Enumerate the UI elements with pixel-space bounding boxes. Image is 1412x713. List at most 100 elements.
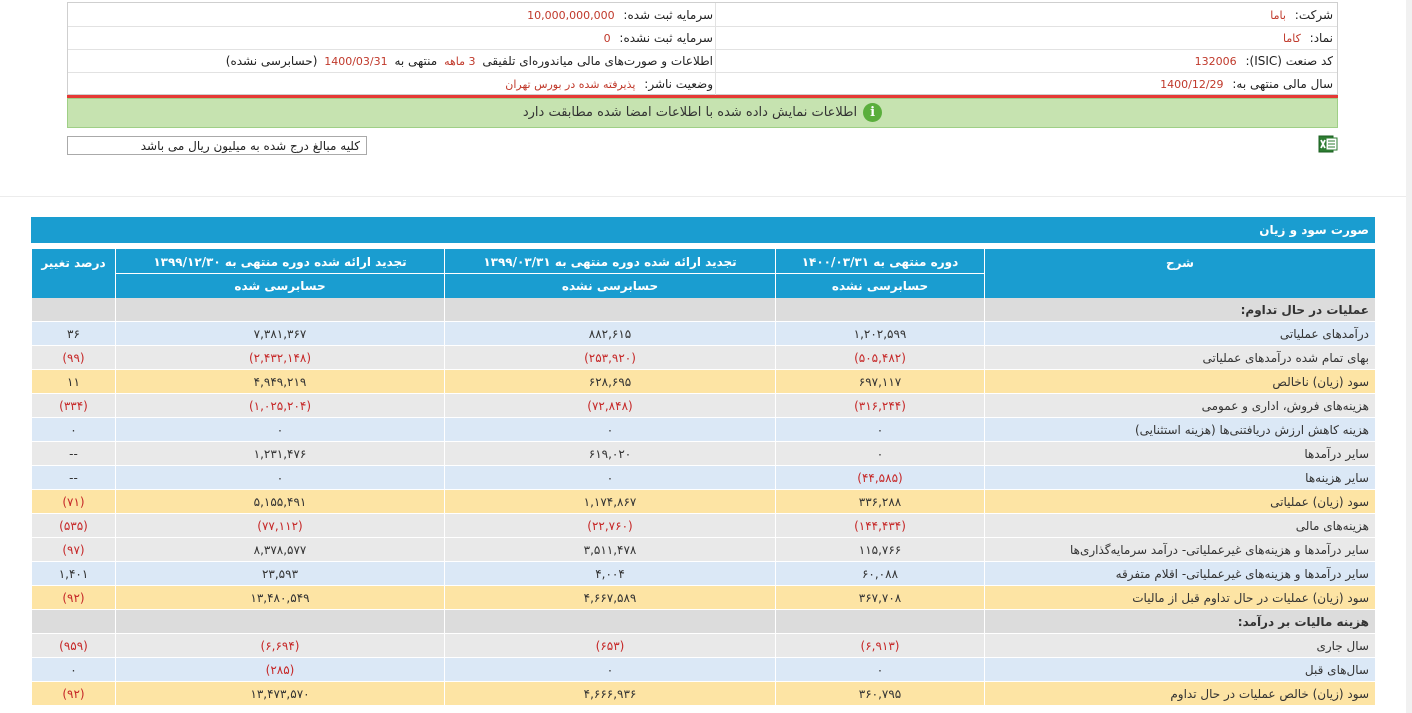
cell-prior-period: ۴,۶۶۷,۵۸۹ [444, 586, 775, 610]
isic-label: کد صنعت (ISIC): [1245, 54, 1333, 68]
page-scrollbar[interactable] [1406, 0, 1412, 713]
cell-change-percent: ۱۱ [31, 370, 115, 394]
cell-current-period: ۶۹۷,۱۱۷ [775, 370, 984, 394]
cell-prior-period: (۷۲,۸۴۸) [444, 394, 775, 418]
symbol-label: نماد: [1309, 31, 1333, 45]
cell-change-percent: (۹۲) [31, 682, 115, 706]
notice-text: اطلاعات نمایش داده شده با اطلاعات امضا ش… [522, 105, 858, 120]
header-change-percent: درصد تغییر [31, 249, 115, 298]
info-cell-company: شرکت: باما [715, 3, 1337, 26]
table-row: سایر هزینه‌ها (۴۴,۵۸۵) ۰ ۰ -- [31, 466, 1375, 490]
cell-current-period [775, 298, 984, 322]
row-description: سال جاری [984, 634, 1375, 658]
cell-change-percent: ۳۶ [31, 322, 115, 346]
cell-fiscal-year: (۱,۰۲۵,۲۰۴) [115, 394, 444, 418]
header-period-prior-audit: حسابرسی نشده [444, 274, 775, 298]
cell-prior-period: (۶۵۳) [444, 634, 775, 658]
cell-fiscal-year: (۲۸۵) [115, 658, 444, 682]
table-header: شرح دوره منتهی به ۱۴۰۰/۰۳/۳۱ حسابرسی نشد… [31, 249, 1375, 298]
row-description: سود (زیان) عملیاتی [984, 490, 1375, 514]
header-period-year: تجدید ارائه شده دوره منتهی به ۱۳۹۹/۱۲/۳۰ [115, 249, 444, 274]
cell-current-period: (۶,۹۱۳) [775, 634, 984, 658]
row-description: هزینه مالیات بر درآمد: [984, 610, 1375, 634]
header-period-year-audit: حسابرسی شده [115, 274, 444, 298]
info-icon: i [863, 103, 883, 122]
fiscal-year-label: سال مالی منتهی به: [1232, 77, 1333, 91]
cell-fiscal-year [115, 298, 444, 322]
cell-prior-period: ۱,۱۷۴,۸۶۷ [444, 490, 775, 514]
table-row: سال جاری (۶,۹۱۳) (۶۵۳) (۶,۶۹۴) (۹۵۹) [31, 634, 1375, 658]
row-description: هزینه‌های فروش، اداری و عمومی [984, 394, 1375, 418]
table-row: سال‌های قبل ۰ ۰ (۲۸۵) ۰ [31, 658, 1375, 682]
cell-current-period [775, 610, 984, 634]
cell-current-period: ۳۳۶,۲۸۸ [775, 490, 984, 514]
info-cell-registered-capital: سرمایه ثبت شده: 10,000,000,000 [68, 3, 717, 26]
cell-change-percent: (۵۳۵) [31, 514, 115, 538]
info-divider [67, 95, 1338, 98]
cell-prior-period: (۲۲,۷۶۰) [444, 514, 775, 538]
cell-current-period: ۳۶۷,۷۰۸ [775, 586, 984, 610]
cell-fiscal-year: ۰ [115, 418, 444, 442]
registered-capital-label: سرمایه ثبت شده: [623, 8, 713, 22]
cell-current-period: ۱۱۵,۷۶۶ [775, 538, 984, 562]
cell-change-percent: (۹۵۹) [31, 634, 115, 658]
info-row-fiscal-year: سال مالی منتهی به: 1400/12/29 وضعیت ناشر… [68, 72, 1337, 95]
row-description: سایر درآمدها [984, 442, 1375, 466]
symbol-value[interactable]: کاما [1283, 32, 1301, 45]
cell-current-period: (۴۴,۵۸۵) [775, 466, 984, 490]
cell-prior-period: ۴,۶۶۶,۹۳۶ [444, 682, 775, 706]
income-statement-title: صورت سود و زیان [31, 217, 1375, 243]
table-row: هزینه‌های فروش، اداری و عمومی (۳۱۶,۲۴۴) (۷… [31, 394, 1375, 418]
cell-fiscal-year: (۶,۶۹۴) [115, 634, 444, 658]
publisher-status-value: پذیرفته شده در بورس تهران [505, 78, 636, 91]
company-label: شرکت: [1294, 8, 1333, 22]
cell-prior-period [444, 298, 775, 322]
cell-change-percent: (۳۳۴) [31, 394, 115, 418]
cell-change-percent: -- [31, 466, 115, 490]
cell-prior-period: ۰ [444, 466, 775, 490]
report-type-text: اطلاعات و صورت‌های مالی میاندوره‌ای تلفی… [482, 54, 713, 68]
info-cell-fiscal-year: سال مالی منتهی به: 1400/12/29 [715, 72, 1337, 95]
company-info-box: شرکت: باما سرمایه ثبت شده: 10,000,000,00… [67, 2, 1338, 95]
cell-fiscal-year [115, 610, 444, 634]
info-cell-publisher-status: وضعیت ناشر: پذیرفته شده در بورس تهران [68, 72, 717, 95]
cell-prior-period: ۶۲۸,۶۹۵ [444, 370, 775, 394]
cell-fiscal-year: (۷۷,۱۱۲) [115, 514, 444, 538]
header-desc: شرح [984, 249, 1375, 298]
cell-current-period: ۰ [775, 658, 984, 682]
unregistered-capital-value: 0 [603, 32, 611, 45]
table-row: هزینه کاهش ارزش دریافتنی‌ها (هزینه استثن… [31, 418, 1375, 442]
cell-fiscal-year: ۸,۳۷۸,۵۷۷ [115, 538, 444, 562]
table-row: سود (زیان) عملیات در حال تداوم قبل از ما… [31, 586, 1375, 610]
cell-current-period: (۱۴۴,۴۳۴) [775, 514, 984, 538]
cell-current-period: ۰ [775, 418, 984, 442]
publisher-status-label: وضعیت ناشر: [644, 77, 713, 91]
cell-change-percent: (۷۱) [31, 490, 115, 514]
table-row: سایر درآمدها ۰ ۶۱۹,۰۲۰ ۱,۲۳۱,۴۷۶ -- [31, 442, 1375, 466]
row-description: هزینه‌های مالی [984, 514, 1375, 538]
cell-current-period: (۳۱۶,۲۴۴) [775, 394, 984, 418]
cell-prior-period: ۶۱۹,۰۲۰ [444, 442, 775, 466]
table-row: سود (زیان) خالص عملیات در حال تداوم ۳۶۰,۷… [31, 682, 1375, 706]
cell-fiscal-year: ۱۳,۴۷۳,۵۷۰ [115, 682, 444, 706]
table-row: بهای تمام شده درآمدهای عملیاتی (۵۰۵,۴۸۲)(… [31, 346, 1375, 370]
excel-export-icon[interactable] [1318, 134, 1338, 154]
cell-current-period: (۵۰۵,۴۸۲) [775, 346, 984, 370]
info-cell-unregistered-capital: سرمایه ثبت نشده: 0 [68, 26, 717, 49]
cell-change-percent [31, 298, 115, 322]
company-value[interactable]: باما [1270, 9, 1286, 22]
table-row: سود (زیان) ناخالص ۶۹۷,۱۱۷ ۶۲۸,۶۹۵ ۴,۹۴۹,۲۱۹… [31, 370, 1375, 394]
cell-prior-period [444, 610, 775, 634]
isic-value: 132006 [1194, 55, 1237, 68]
fiscal-year-value: 1400/12/29 [1160, 78, 1224, 91]
row-description: سود (زیان) خالص عملیات در حال تداوم [984, 682, 1375, 706]
section-header-row: عملیات در حال تداوم: [31, 298, 1375, 322]
unit-note: کلیه مبالغ درج شده به میلیون ریال می باش… [67, 136, 367, 155]
cell-prior-period: ۰ [444, 658, 775, 682]
cell-change-percent [31, 610, 115, 634]
report-ending-text: منتهی به [394, 54, 438, 68]
table-row: سود (زیان) عملیاتی ۳۳۶,۲۸۸ ۱,۱۷۴,۸۶۷ ۵,۱۵۵,… [31, 490, 1375, 514]
cell-change-percent: ۰ [31, 418, 115, 442]
row-description: درآمدهای عملیاتی [984, 322, 1375, 346]
cell-fiscal-year: ۲۳,۵۹۳ [115, 562, 444, 586]
